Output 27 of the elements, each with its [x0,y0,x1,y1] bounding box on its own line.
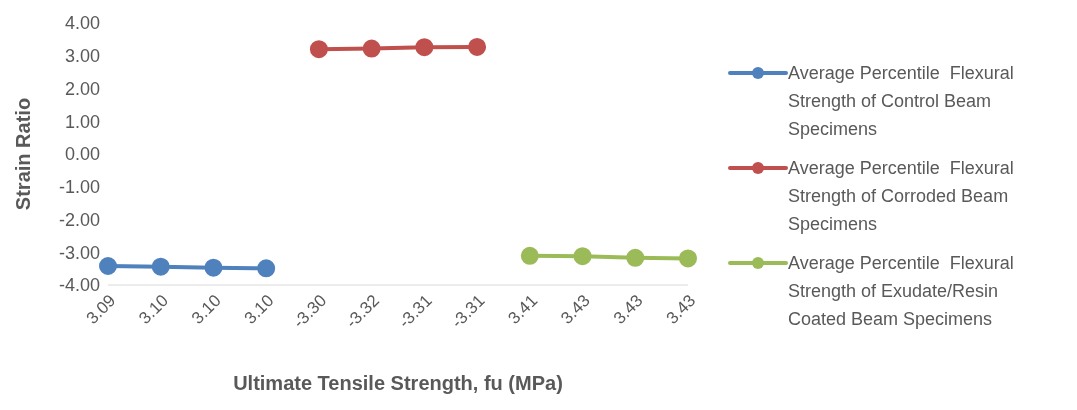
point [362,39,381,58]
y-tick-label: 0.00 [64,144,100,165]
point [679,249,697,268]
y-tick-label: -1.00 [58,177,100,198]
y-tick-label: -2.00 [58,209,100,230]
legend-label: Average Percentile Flexural Strength of Corroded Beam Specimens [788,156,1015,236]
legend-label: Average Percentile Flexural Strength of Control Beam Specimens [788,61,1015,141]
x-tick-label: 3.41 [504,290,542,328]
y-axis-title: Strain Ratio [12,97,35,211]
y-tick-label: 2.00 [64,78,100,99]
point [204,258,223,277]
point [468,37,487,56]
legend-label: Average Percentile Flexural Strength of Exudate/Resin Coated Beam Specimens [788,251,1015,331]
y-tick-label: 4.00 [64,13,100,34]
point [99,257,117,276]
point [626,248,645,267]
point [257,259,276,278]
point [520,246,539,265]
point [309,40,328,59]
y-tick-label: -3.00 [58,242,100,263]
point [415,38,434,57]
y-tick-label: -4.00 [58,275,100,296]
point [151,257,170,276]
y-tick-label: 3.00 [64,46,100,67]
y-tick-label: 1.00 [64,111,100,132]
x-axis-title: Ultimate Tensile Strength, fu (MPa) [233,372,563,394]
point [573,247,592,266]
